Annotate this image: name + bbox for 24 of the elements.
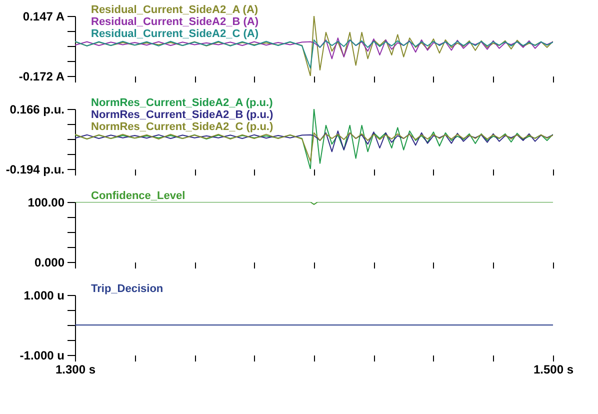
series-label: Residual_Current_SideA2_B (A): [91, 16, 259, 28]
line-series: [75, 16, 553, 76]
y-tick-label: -1.000 u: [20, 348, 64, 362]
line-series: [75, 39, 553, 69]
text: Residual_Current_SideA2_A (A): [91, 4, 258, 16]
series-label: NormRes_Current_SideA2_C (p.u.): [91, 121, 274, 133]
line-series: [75, 132, 553, 162]
y-tick-label: 100.00: [28, 196, 65, 210]
y-tick-label: 0.147 A: [22, 10, 65, 24]
x-tick-label: 1.500 s: [533, 362, 574, 376]
series-label: Confidence_Level: [91, 190, 186, 202]
series-label: Residual_Current_SideA2_C (A): [91, 28, 259, 40]
y-tick-label: 1.000 u: [24, 288, 64, 302]
y-tick-label: -0.194 p.u.: [6, 162, 64, 176]
line-series: [75, 109, 553, 169]
series-label: NormRes_Current_SideA2_B (p.u.): [91, 109, 274, 121]
x-tick-label: 1.300 s: [55, 362, 96, 376]
y-tick-label: 0.000: [34, 256, 65, 270]
y-tick-label: 0.166 p.u.: [10, 102, 64, 116]
text: Trip_Decision: [91, 283, 164, 295]
text: NormRes_Current_SideA2_A (p.u.): [91, 97, 274, 109]
line-series: [75, 38, 553, 60]
line-series: [75, 130, 553, 152]
y-tick-label: -0.172 A: [18, 70, 65, 84]
